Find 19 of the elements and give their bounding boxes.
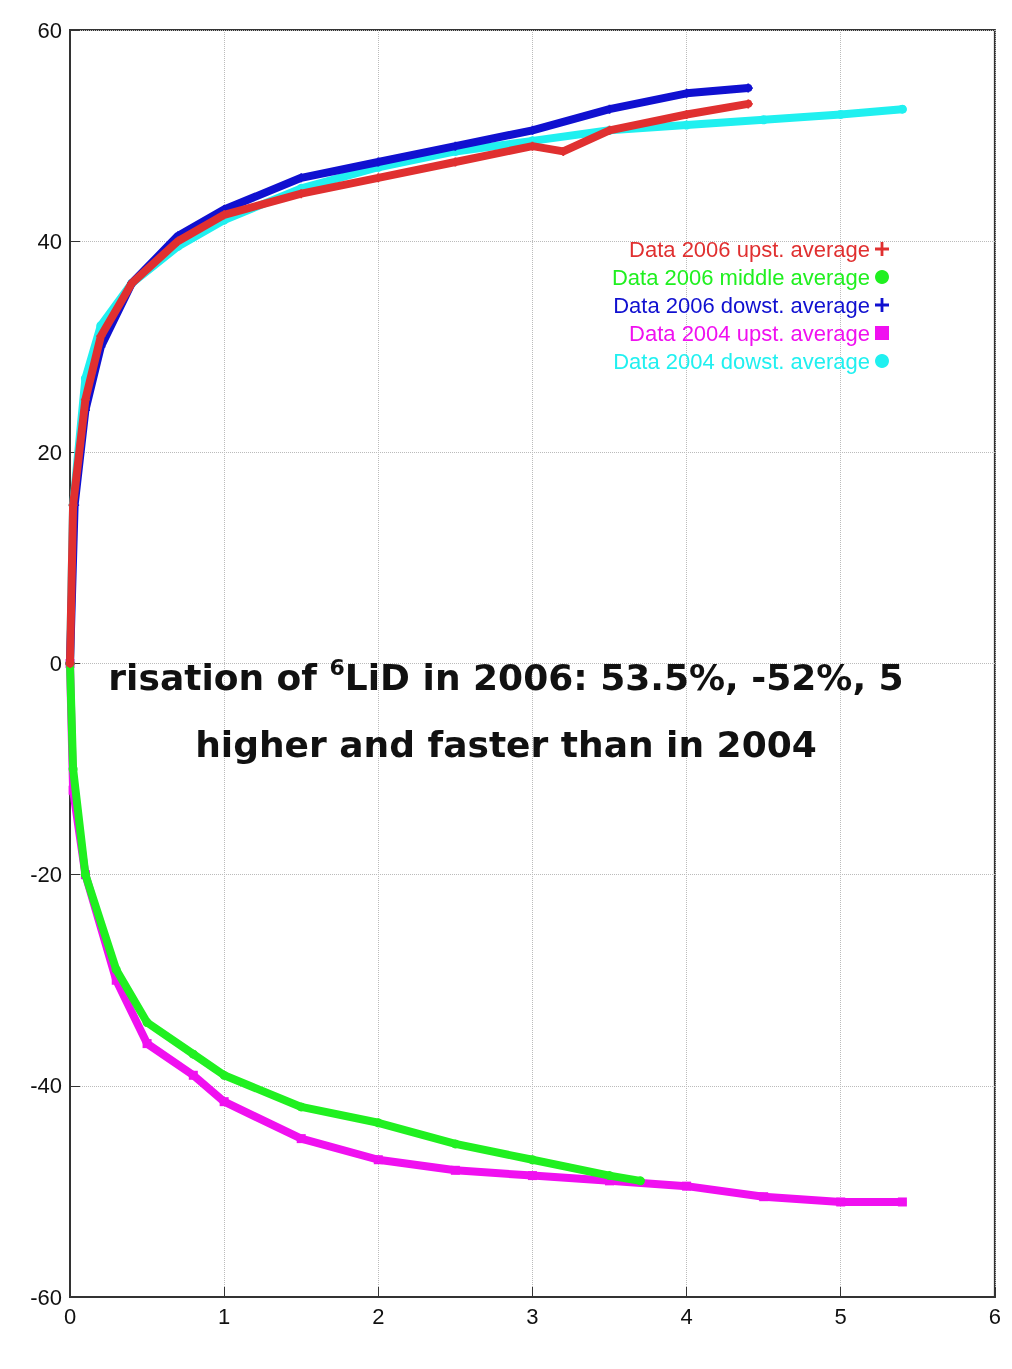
- legend-label: Data 2006 middle average: [611, 264, 870, 290]
- y-tick-label: 40: [37, 228, 62, 254]
- annotation: higher and faster than in 2004: [195, 723, 817, 765]
- y-tick-label: 20: [37, 439, 62, 465]
- y-tick-label: 0: [49, 651, 62, 676]
- y-tick-label: -60: [30, 1284, 62, 1310]
- legend-label: Data 2006 upst. average: [629, 236, 870, 262]
- x-tick-label: 3: [526, 1303, 539, 1329]
- y-tick-label: -20: [30, 862, 62, 888]
- x-tick-label: 4: [680, 1303, 693, 1329]
- legend-label: Data 2006 dowst. average: [613, 292, 870, 318]
- x-tick-label: 5: [834, 1303, 847, 1329]
- x-tick-label: 6: [988, 1303, 1002, 1329]
- legend-label: Data 2004 dowst. average: [613, 348, 870, 374]
- y-tick-label: 60: [37, 17, 62, 43]
- legend-label: Data 2004 upst. average: [629, 320, 870, 346]
- x-tick-label: 1: [218, 1303, 231, 1329]
- x-tick-label: 2: [372, 1303, 385, 1329]
- y-tick-label: -40: [30, 1073, 62, 1099]
